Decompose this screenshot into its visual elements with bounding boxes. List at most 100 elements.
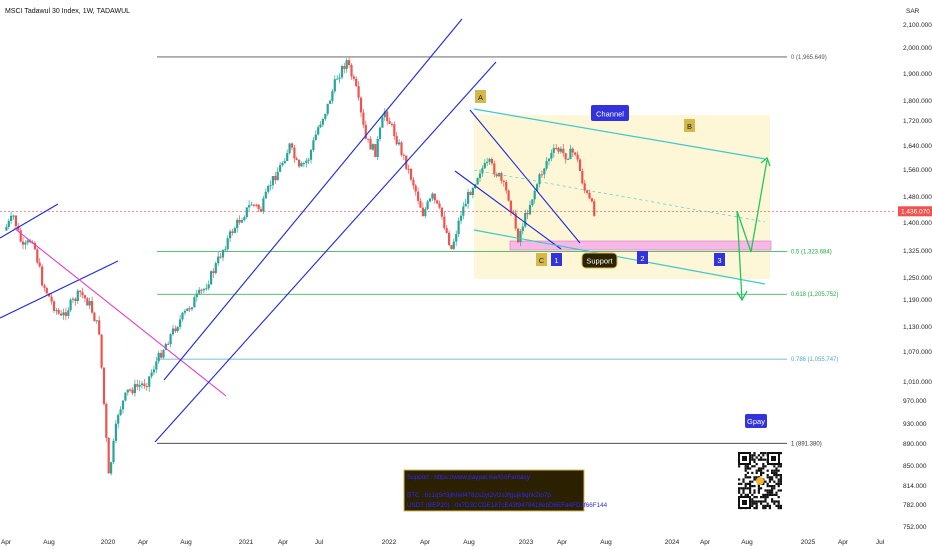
candle-body — [124, 392, 127, 401]
qr-module — [755, 469, 758, 472]
qr-module — [773, 480, 776, 483]
qr-module — [751, 498, 754, 501]
candle-body — [509, 200, 512, 212]
candle-body — [186, 308, 189, 311]
candle-body — [333, 79, 336, 92]
qr-module — [768, 476, 771, 479]
price-tick-label: 930.000 — [903, 421, 927, 428]
price-tick-label: 2,000.000 — [903, 45, 932, 52]
qr-module — [757, 491, 760, 494]
candle-body — [514, 213, 517, 229]
qr-module — [768, 507, 771, 510]
qr-module — [753, 502, 756, 505]
candles — [5, 56, 596, 476]
qr-module — [755, 500, 758, 503]
candle-body — [574, 152, 577, 155]
trendline-2019-bottom — [0, 260, 119, 319]
qr-module — [749, 487, 752, 490]
qr-module — [742, 491, 745, 494]
candle-body — [150, 372, 153, 377]
qr-module — [753, 485, 756, 488]
candle-body — [400, 142, 403, 155]
candle-body — [540, 174, 543, 176]
candle-body — [367, 138, 370, 140]
channel-label-box — [591, 105, 629, 121]
candle-body — [157, 352, 160, 362]
qr-module — [738, 465, 741, 468]
qr-module — [749, 480, 752, 483]
candle-body — [112, 440, 115, 463]
price-axis[interactable]: SAR 752.000 782.000 814.000 850.000 890.000 9… — [896, 0, 932, 550]
qr-module — [744, 469, 747, 472]
candle-body — [352, 76, 355, 79]
qr-module — [779, 489, 782, 492]
candle-body — [578, 159, 582, 171]
candle-body — [188, 308, 191, 310]
time-tick-label: 2023 — [519, 539, 534, 546]
qr-module — [762, 452, 765, 455]
time-tick-label: Aug — [43, 539, 55, 546]
arrow-head-up — [760, 156, 771, 167]
qr-module — [771, 469, 774, 472]
qr-module — [746, 471, 749, 474]
candle-body — [345, 60, 348, 69]
time-axis[interactable]: Apr Aug 2020 Apr Aug 2021 Apr Jul 2022 Apr Aug 2023… — [1, 539, 885, 546]
qr-module — [777, 507, 780, 510]
candle-body — [17, 226, 20, 231]
candle-body — [505, 181, 508, 191]
qr-module — [777, 489, 780, 492]
candle-body — [471, 188, 474, 195]
qr-module — [746, 493, 749, 496]
qr-module — [753, 454, 756, 457]
candle-body — [236, 219, 239, 229]
time-tick-label: 2020 — [101, 539, 116, 546]
qr-module — [753, 452, 756, 455]
candle-body — [21, 241, 25, 245]
qr-module — [779, 474, 782, 477]
candle-body — [79, 290, 82, 293]
candle-body — [48, 293, 51, 297]
qr-module — [773, 502, 776, 505]
candle-body — [550, 152, 553, 159]
candle-body — [462, 206, 465, 216]
time-tick-label: Apr — [278, 539, 289, 546]
candle-body — [419, 200, 422, 208]
qr-module — [768, 478, 771, 481]
fib-level-label: 0 (1,965.649) — [791, 55, 827, 61]
candle-body — [240, 220, 244, 223]
candle-body — [386, 111, 389, 122]
qr-module — [773, 500, 776, 503]
candle-body — [155, 361, 158, 370]
price-tick-label: 1,900.000 — [903, 71, 932, 78]
candle-body — [255, 204, 258, 206]
wave-a-box — [475, 90, 486, 103]
qr-module — [775, 491, 778, 494]
channel-mid-line — [473, 169, 766, 223]
candle-body — [502, 180, 505, 182]
candle-body — [343, 66, 346, 69]
qr-module — [744, 485, 747, 488]
candle-body — [412, 179, 415, 186]
wave-a-label: A — [478, 93, 483, 102]
price-tick-label: 1,640.000 — [903, 143, 932, 150]
candle-body — [71, 298, 75, 300]
candle-body — [167, 343, 170, 345]
candle-body — [374, 144, 377, 157]
candle-body — [436, 200, 439, 204]
candle-body — [100, 334, 103, 368]
qr-module — [779, 463, 782, 466]
qr-module — [753, 491, 756, 494]
qr-module — [751, 458, 754, 461]
price-ticks: 752.000 782.000 814.000 850.000 890.000 930.0… — [903, 22, 932, 531]
candle-body — [517, 228, 520, 243]
candle-body — [69, 299, 72, 311]
qr-module — [755, 471, 758, 474]
candle-body — [469, 192, 472, 196]
candle-body — [62, 312, 65, 316]
candle-body — [338, 77, 341, 79]
candle-body — [486, 161, 489, 163]
qr-finder-core — [771, 456, 776, 461]
candle-body — [478, 173, 482, 179]
candle-body — [564, 153, 567, 160]
